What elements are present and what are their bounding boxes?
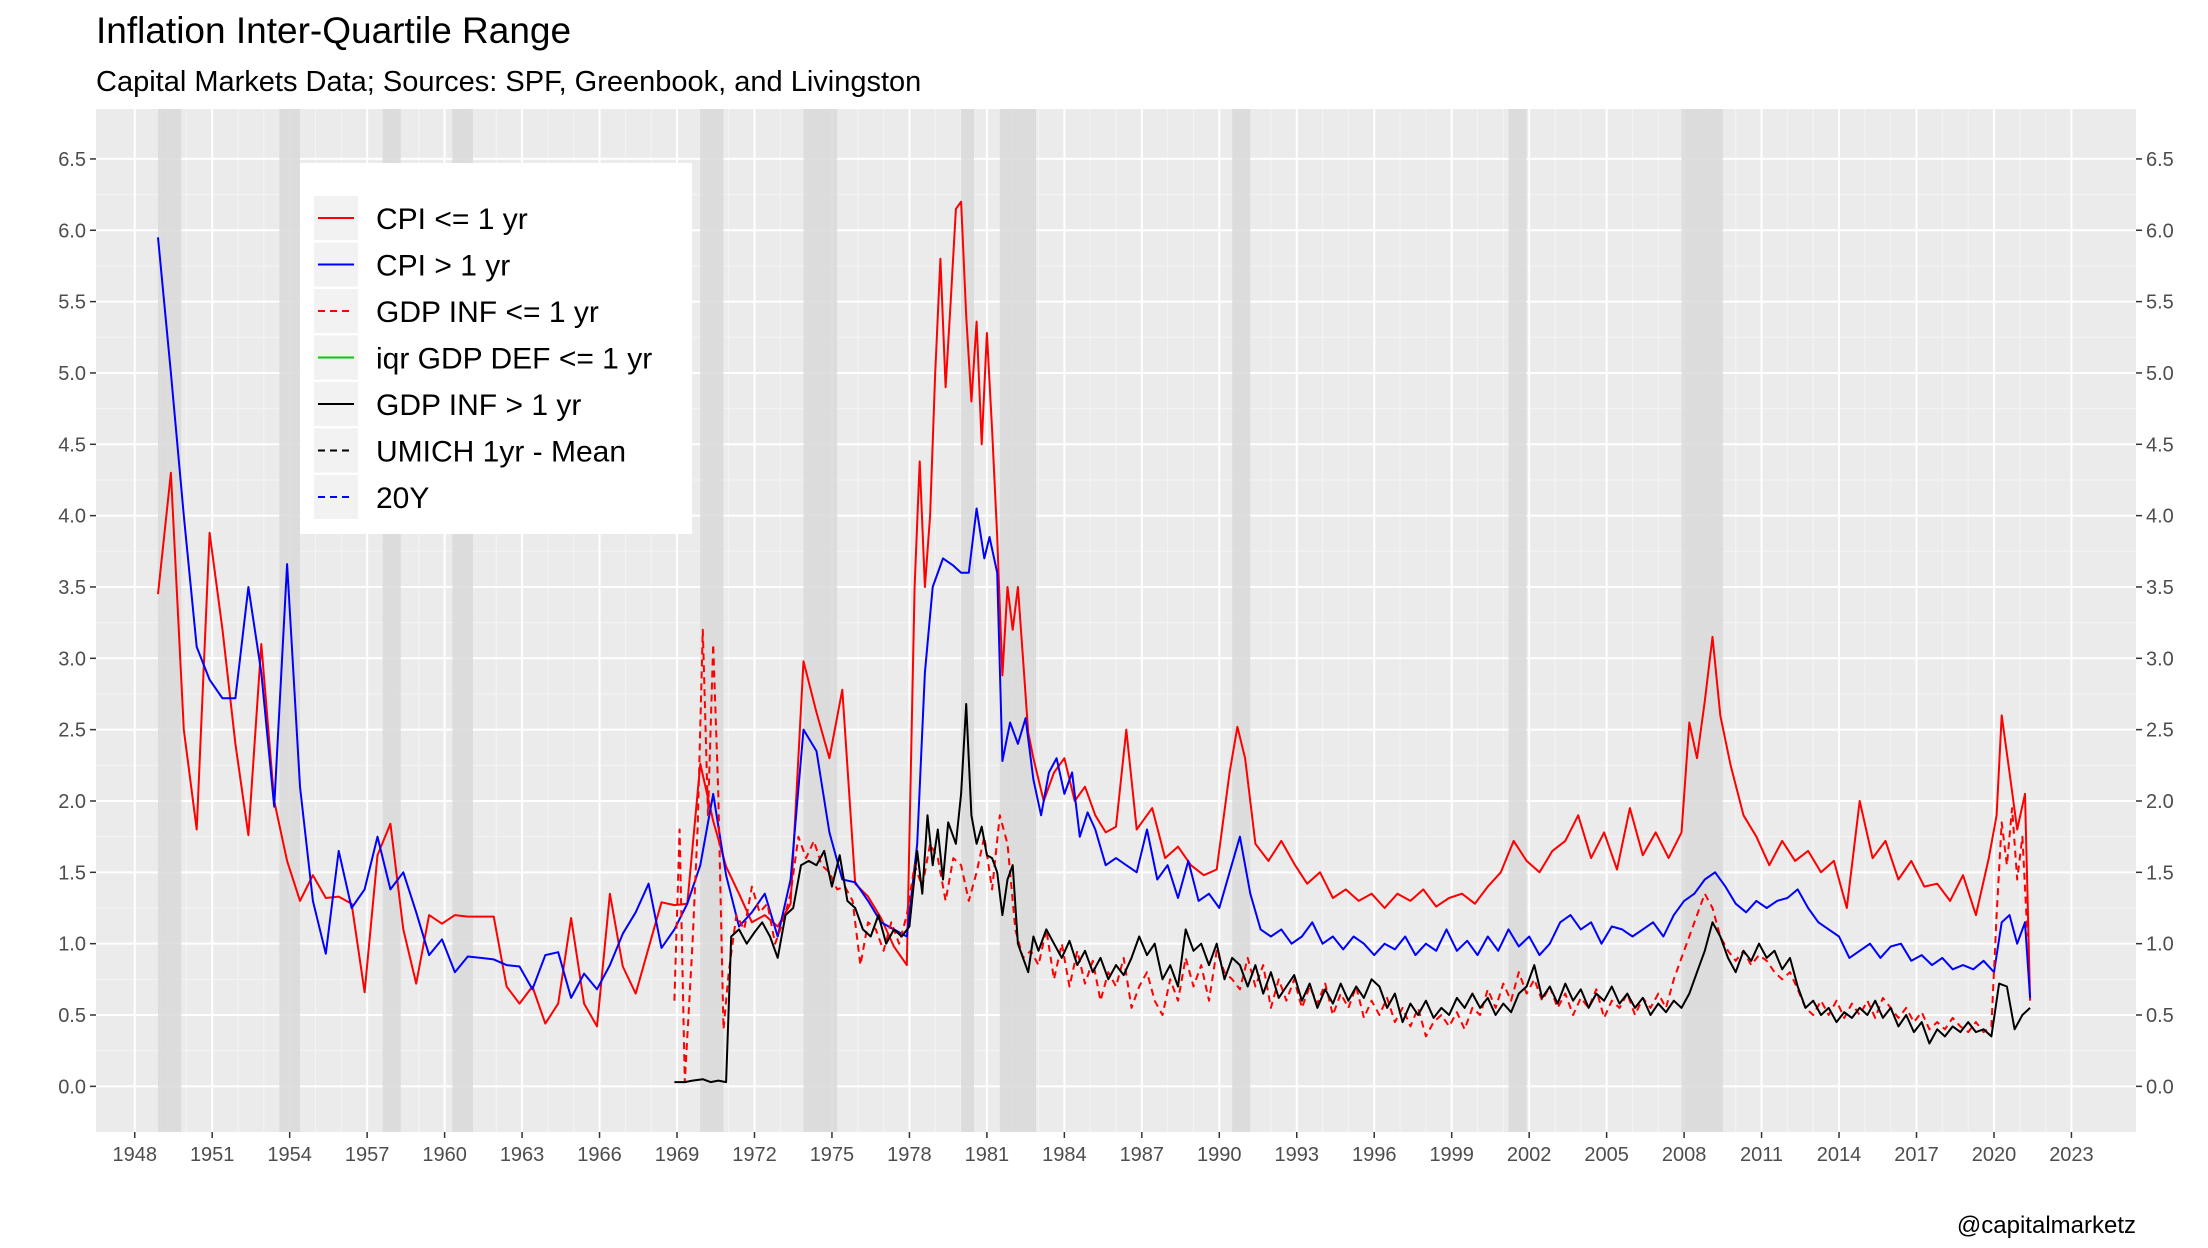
x-tick-label: 1969 xyxy=(655,1144,700,1166)
x-tick-label: 1978 xyxy=(887,1144,932,1166)
y-tick-label-right: 2.0 xyxy=(2146,791,2174,813)
x-tick-label: 2008 xyxy=(1662,1144,1707,1166)
y-tick-label: 3.0 xyxy=(58,648,86,670)
y-tick-label: 2.5 xyxy=(58,720,86,742)
recession-band xyxy=(803,109,838,1132)
recession-band xyxy=(700,109,724,1132)
y-tick-label-right: 2.5 xyxy=(2146,720,2174,742)
x-tick-label: 1948 xyxy=(112,1144,157,1166)
x-tick-label: 1987 xyxy=(1120,1144,1165,1166)
legend: CPI <= 1 yr CPI > 1 yr GDP INF <= 1 yr iqr … xyxy=(300,163,692,534)
y-tick-label: 6.0 xyxy=(58,220,86,242)
y-tick-label-right: 6.0 xyxy=(2146,220,2174,242)
legend-label: CPI <= 1 yr xyxy=(376,203,528,236)
legend-label: CPI > 1 yr xyxy=(376,250,510,283)
y-tick-label: 6.5 xyxy=(58,149,86,171)
y-tick-label-right: 6.5 xyxy=(2146,149,2174,171)
x-tick-label: 2020 xyxy=(1972,1144,2017,1166)
y-tick-label: 5.5 xyxy=(58,292,86,314)
y-tick-label: 0.0 xyxy=(58,1076,86,1098)
x-tick-label: 1999 xyxy=(1429,1144,1474,1166)
y-tick-label-right: 4.0 xyxy=(2146,506,2174,528)
x-tick-label: 2017 xyxy=(1894,1144,1939,1166)
y-tick-label: 4.0 xyxy=(58,506,86,528)
legend-box xyxy=(300,163,692,534)
legend-label: UMICH 1yr - Mean xyxy=(376,436,626,469)
y-tick-label: 3.5 xyxy=(58,577,86,599)
chart-subtitle: Capital Markets Data; Sources: SPF, Gree… xyxy=(96,66,921,98)
legend-label: GDP INF <= 1 yr xyxy=(376,296,599,329)
x-tick-label: 1960 xyxy=(422,1144,467,1166)
x-tick-label: 1954 xyxy=(267,1144,312,1166)
x-tick-label: 1963 xyxy=(500,1144,545,1166)
y-tick-label-right: 0.5 xyxy=(2146,1005,2174,1027)
x-tick-label: 1993 xyxy=(1275,1144,1320,1166)
x-tick-label: 2002 xyxy=(1507,1144,1552,1166)
x-tick-label: 1972 xyxy=(732,1144,777,1166)
recession-band xyxy=(157,109,182,1132)
y-tick-label: 4.5 xyxy=(58,434,86,456)
recession-band xyxy=(1232,109,1251,1132)
y-tick-label-right: 5.5 xyxy=(2146,292,2174,314)
y-tick-label-right: 3.5 xyxy=(2146,577,2174,599)
x-tick-label: 1957 xyxy=(345,1144,390,1166)
series-line xyxy=(674,703,2031,1084)
y-tick-label: 0.5 xyxy=(58,1005,86,1027)
series-layer xyxy=(157,200,2032,1084)
y-tick-label-right: 3.0 xyxy=(2146,648,2174,670)
series-line xyxy=(673,628,2029,1084)
y-tick-label: 1.0 xyxy=(58,934,86,956)
series-line xyxy=(157,200,2032,1028)
x-tick-label: 1975 xyxy=(810,1144,855,1166)
x-tick-label: 2023 xyxy=(2049,1144,2094,1166)
x-tick-label: 1996 xyxy=(1352,1144,1397,1166)
x-tick-label: 1990 xyxy=(1197,1144,1242,1166)
x-tick-label: 1984 xyxy=(1042,1144,1087,1166)
legend-label: GDP INF > 1 yr xyxy=(376,389,581,422)
x-tick-label: 2011 xyxy=(1740,1144,1783,1166)
y-tick-label-right: 0.0 xyxy=(2146,1076,2174,1098)
y-tick-label: 2.0 xyxy=(58,791,86,813)
legend-label: iqr GDP DEF <= 1 yr xyxy=(376,343,652,376)
y-tick-label-right: 5.0 xyxy=(2146,363,2174,385)
chart-caption: @capitalmarketz xyxy=(1957,1212,2136,1239)
recession-band xyxy=(1508,109,1527,1132)
recession-band xyxy=(1681,109,1723,1132)
y-tick-label-right: 4.5 xyxy=(2146,434,2174,456)
x-tick-label: 2014 xyxy=(1817,1144,1862,1166)
y-tick-label: 1.5 xyxy=(58,862,86,884)
y-tick-label-right: 1.0 xyxy=(2146,934,2174,956)
x-tick-label: 1966 xyxy=(577,1144,622,1166)
x-tick-label: 2005 xyxy=(1584,1144,1629,1166)
chart-title: Inflation Inter-Quartile Range xyxy=(96,10,571,51)
axis-layer: 0.0 0.0 0.5 0.5 1.0 1.0 1.5 1.5 2.0 2.0 2.5 2.5 3.0 3… xyxy=(58,149,2174,1166)
y-tick-label-right: 1.5 xyxy=(2146,862,2174,884)
x-tick-label: 1981 xyxy=(965,1144,1010,1166)
legend-label: 20Y xyxy=(376,482,429,515)
x-tick-label: 1951 xyxy=(190,1144,235,1166)
y-tick-label: 5.0 xyxy=(58,363,86,385)
series-line xyxy=(157,237,2032,999)
